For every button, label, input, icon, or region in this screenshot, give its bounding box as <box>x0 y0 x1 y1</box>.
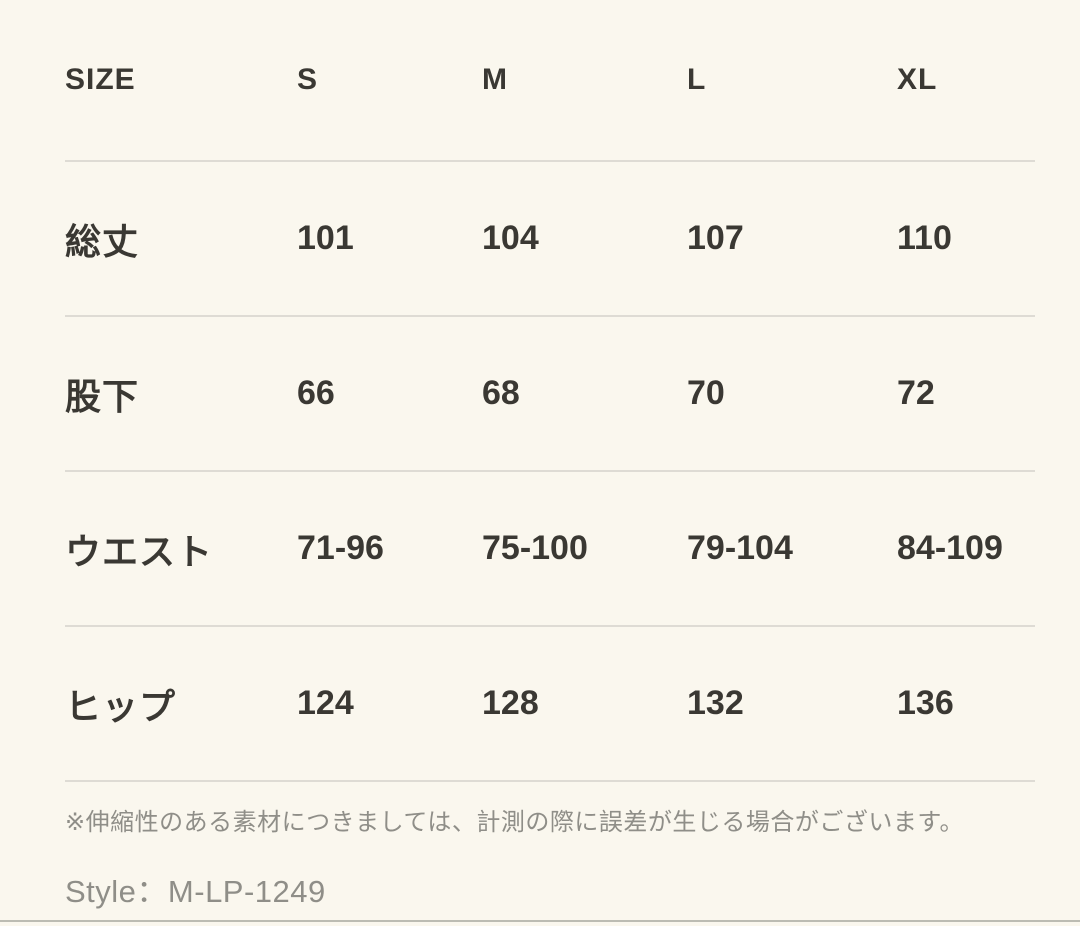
cell-value: 136 <box>897 684 954 722</box>
row-label: 総丈 <box>65 220 140 262</box>
cell-value: 128 <box>482 684 539 722</box>
cell-value: 104 <box>482 219 539 257</box>
size-table: SIZE S M L XL 総丈 101 104 107 110 股下 66 6… <box>65 0 1035 911</box>
size-header-label: SIZE <box>65 63 136 96</box>
cell-value: 110 <box>897 219 952 257</box>
table-row-total-length: 総丈 101 104 107 110 <box>65 160 1035 315</box>
cell-value: 107 <box>687 219 744 257</box>
style-code: Style：M-LP-1249 <box>65 874 326 909</box>
cell-value: 124 <box>297 684 354 722</box>
table-row-inseam: 股下 66 68 70 72 <box>65 315 1035 470</box>
cell-value: 132 <box>687 684 744 722</box>
cell-value: 84-109 <box>897 529 1003 567</box>
size-col-header-m: M <box>482 63 508 96</box>
row-label: 股下 <box>65 375 140 417</box>
size-col-header-l: L <box>687 63 707 96</box>
cell-value: 71-96 <box>297 529 384 567</box>
photo-bottom-edge <box>0 920 1080 922</box>
table-row-hip: ヒップ 124 128 132 136 <box>65 625 1035 780</box>
table-row-waist: ウエスト 71-96 75-100 79-104 84-109 <box>65 470 1035 625</box>
cell-value: 75-100 <box>482 529 588 567</box>
measurement-disclaimer-note: ※伸縮性のある素材につきましては、計測の際に誤差が生じる場合がございます。 <box>65 809 965 836</box>
cell-value: 68 <box>482 374 520 412</box>
row-label: ウエスト <box>65 530 214 572</box>
cell-value: 101 <box>297 219 354 257</box>
size-col-header-xl: XL <box>897 63 938 96</box>
table-header-row: SIZE S M L XL <box>65 0 1035 160</box>
cell-value: 79-104 <box>687 529 793 567</box>
size-col-header-s: S <box>297 63 319 96</box>
table-footer: ※伸縮性のある素材につきましては、計測の際に誤差が生じる場合がございます。 St… <box>65 780 1035 911</box>
cell-value: 66 <box>297 374 335 412</box>
row-label: ヒップ <box>65 685 177 727</box>
cell-value: 70 <box>687 374 725 412</box>
cell-value: 72 <box>897 374 935 412</box>
